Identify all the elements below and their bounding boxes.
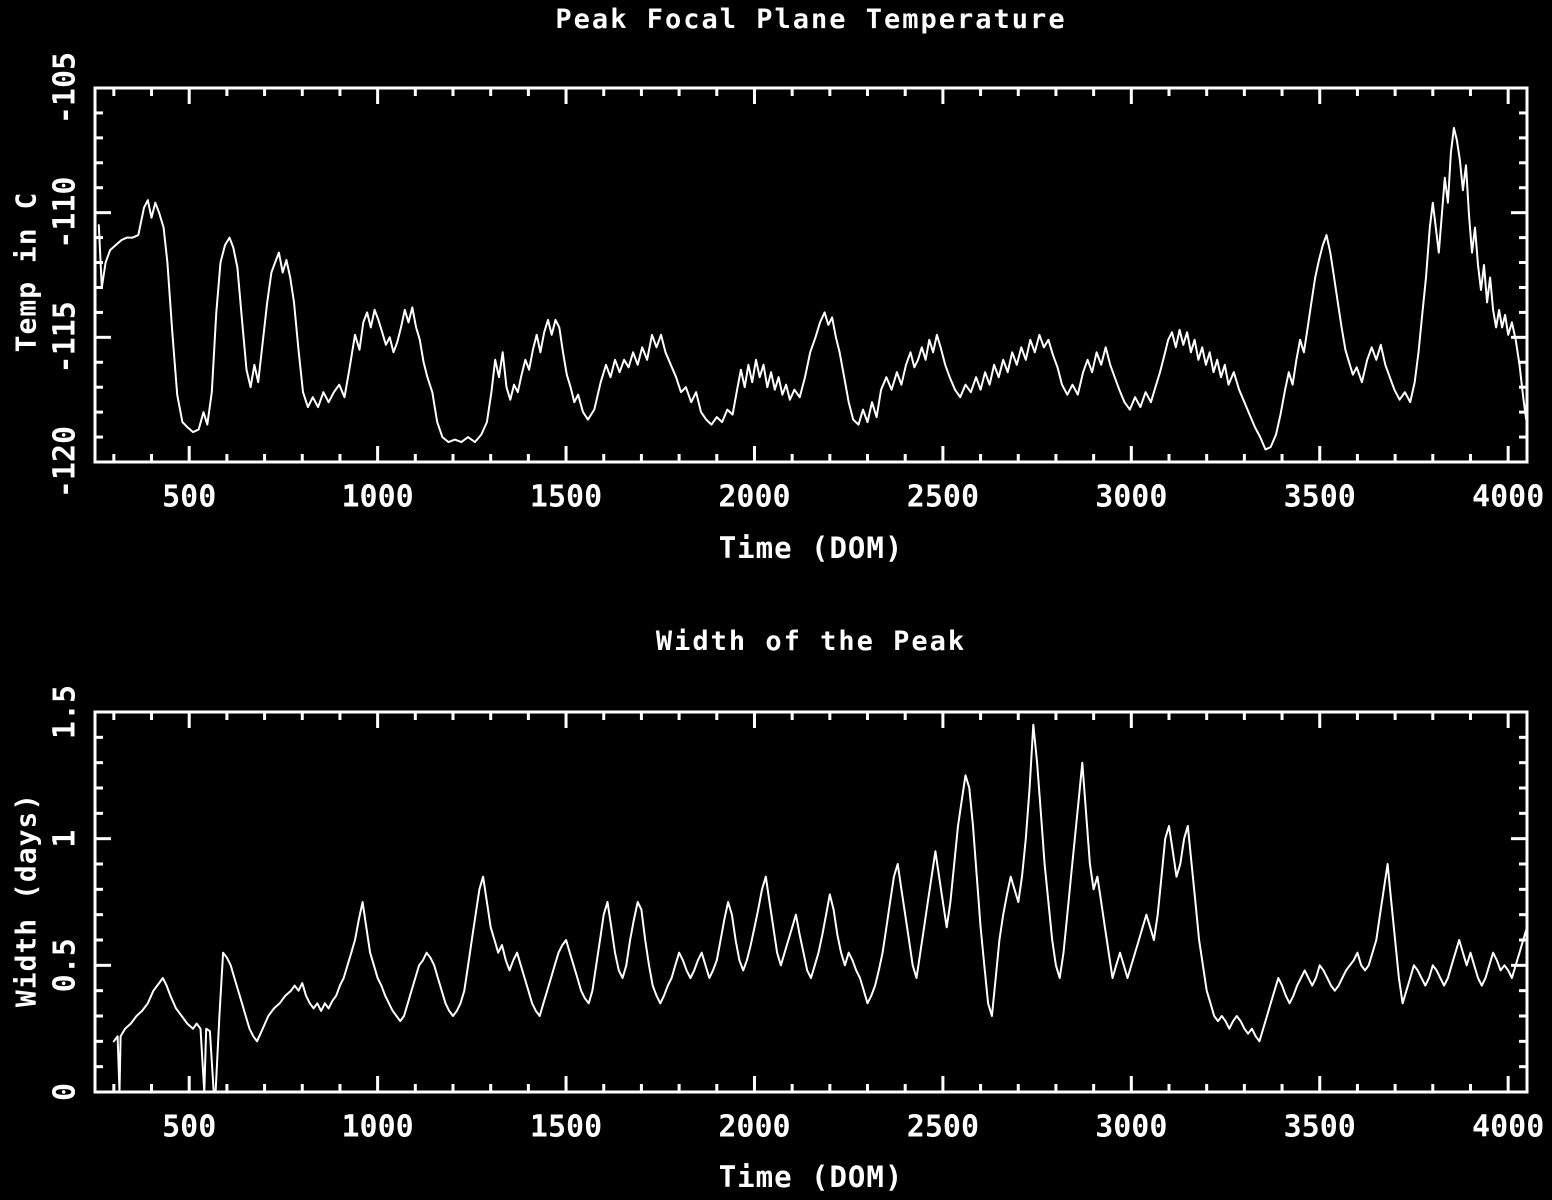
svg-text:3500: 3500 <box>1284 1110 1356 1145</box>
x-axis-label-width: Time (DOM) <box>718 1160 904 1194</box>
svg-text:500: 500 <box>162 1110 216 1145</box>
svg-text:3000: 3000 <box>1095 1110 1167 1145</box>
svg-text:-115: -115 <box>48 301 83 373</box>
svg-text:1500: 1500 <box>530 1110 602 1145</box>
svg-text:500: 500 <box>162 480 216 515</box>
svg-text:3500: 3500 <box>1284 480 1356 515</box>
svg-text:4000: 4000 <box>1472 480 1544 515</box>
svg-text:0.5: 0.5 <box>48 938 83 992</box>
svg-text:2500: 2500 <box>907 1110 979 1145</box>
svg-text:1.5: 1.5 <box>48 685 83 739</box>
svg-text:1: 1 <box>48 830 83 848</box>
svg-text:2500: 2500 <box>907 480 979 515</box>
svg-text:2000: 2000 <box>718 1110 790 1145</box>
chart-title-width: Width of the Peak <box>655 626 967 657</box>
svg-text:-120: -120 <box>48 426 83 498</box>
svg-text:1000: 1000 <box>342 480 414 515</box>
svg-text:0: 0 <box>48 1083 83 1101</box>
svg-text:-110: -110 <box>48 177 83 249</box>
svg-text:1500: 1500 <box>530 480 602 515</box>
svg-text:3000: 3000 <box>1095 480 1167 515</box>
svg-text:1000: 1000 <box>342 1110 414 1145</box>
svg-text:4000: 4000 <box>1472 1110 1544 1145</box>
svg-text:-105: -105 <box>48 52 83 124</box>
x-axis-label-temperature: Time (DOM) <box>718 531 904 565</box>
chart-title-temperature: Peak Focal Plane Temperature <box>555 4 1067 35</box>
svg-text:2000: 2000 <box>718 480 790 515</box>
